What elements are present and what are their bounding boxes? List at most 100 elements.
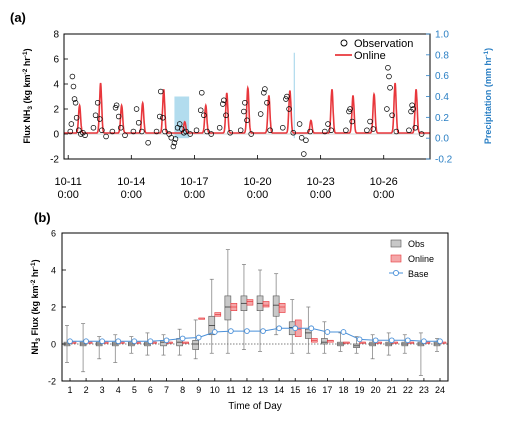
online-box — [278, 302, 286, 313]
observation-point — [208, 131, 214, 137]
right-tick-label: -0.2 — [435, 155, 453, 166]
base-point — [276, 325, 282, 332]
x-tick-label-date: 10-23 — [307, 176, 335, 188]
legend-base-label: Base — [408, 269, 429, 279]
observation-point — [242, 99, 248, 106]
x-tick-label: 1 — [67, 385, 72, 395]
x-tick-label-date: 10-20 — [243, 176, 271, 188]
base-point — [437, 338, 443, 345]
right-tick-label: 0.4 — [435, 92, 449, 103]
observation-point — [145, 140, 151, 146]
x-tick-label: 22 — [403, 385, 413, 395]
x-tick-label-time: 0:00 — [373, 189, 394, 201]
observation-point — [387, 84, 393, 91]
panel-b-legend: Obs Online Base — [389, 239, 434, 279]
y-tick-label: 2 — [51, 303, 56, 313]
observation-point — [153, 128, 160, 135]
observation-point — [227, 130, 233, 136]
observation-point — [244, 117, 250, 123]
base-point — [308, 325, 315, 332]
base-point — [147, 338, 154, 345]
observation-point — [67, 128, 74, 135]
x-tick-label: 23 — [419, 385, 429, 395]
base-point — [195, 334, 202, 341]
x-tick-label-date: 10-11 — [55, 176, 82, 188]
base-point — [99, 338, 106, 345]
x-tick-label: 13 — [258, 385, 268, 395]
x-tick-label: 12 — [242, 385, 252, 395]
observation-point — [223, 112, 229, 118]
observation-point — [103, 133, 109, 140]
y-axis-ticks: -2 0 2 4 6 — [48, 229, 66, 387]
obs-boxes — [63, 249, 441, 376]
observation-point — [290, 130, 297, 136]
observation-point — [69, 73, 76, 80]
observation-point — [158, 88, 164, 95]
observation-point — [94, 99, 101, 106]
observation-point — [298, 135, 305, 141]
observation-point — [71, 96, 78, 102]
precipitation-bars — [174, 52, 295, 139]
right-axis-ticks: -0.2 0.0 0.2 0.4 0.6 0.8 1.0 — [426, 30, 453, 166]
observation-point — [135, 119, 142, 126]
obs-box — [272, 295, 280, 317]
observation-point — [325, 121, 331, 127]
legend-observation-marker — [340, 39, 348, 47]
observation-point — [162, 128, 168, 135]
observation-point — [412, 124, 419, 131]
observation-point — [204, 128, 210, 135]
observation-point — [328, 127, 334, 133]
x-tick-label-time: 0:00 — [310, 189, 331, 201]
x-tick-label-time: 0:00 — [184, 189, 205, 201]
observation-point — [92, 112, 99, 118]
obs-box — [305, 328, 312, 339]
observation-point — [367, 118, 373, 125]
legend-online-label: Online — [408, 254, 434, 264]
observation-point — [364, 127, 370, 133]
observation-point — [118, 124, 124, 131]
right-tick-label: 0.2 — [435, 113, 449, 124]
observation-point — [183, 128, 189, 135]
base-point — [244, 328, 250, 334]
legend-online-swatch — [390, 254, 402, 263]
legend-obs-swatch — [390, 239, 402, 248]
base-point — [372, 337, 379, 344]
panel-b-frame — [61, 232, 449, 382]
base-line — [70, 327, 440, 342]
observation-point — [193, 127, 200, 133]
observation-point — [170, 143, 177, 150]
base-point — [421, 338, 427, 345]
observation-point — [264, 99, 270, 106]
observation-point — [370, 126, 376, 132]
observation-point — [389, 112, 395, 118]
observation-point — [410, 106, 416, 112]
observation-series — [67, 64, 425, 157]
online-series — [64, 82, 430, 134]
left-tick-label: 4 — [53, 80, 59, 91]
x-tick-label: 5 — [132, 385, 137, 395]
observation-point — [171, 140, 178, 146]
online-line — [64, 82, 430, 134]
observation-point — [68, 121, 75, 127]
observation-point — [221, 97, 227, 103]
x-tick-label: 14 — [274, 385, 284, 395]
x-tick-label: 11 — [226, 385, 235, 395]
left-tick-label: 8 — [53, 30, 59, 41]
left-axis-ticks: -2 0 2 4 6 8 — [50, 30, 68, 166]
x-tick-label: 8 — [180, 385, 185, 395]
observation-point — [172, 136, 179, 142]
right-tick-label: 0.6 — [435, 71, 449, 82]
observation-point — [216, 124, 223, 131]
observation-point — [160, 114, 166, 121]
online-box — [246, 299, 254, 306]
x-tick-label: 9 — [196, 385, 201, 395]
x-tick-label: 7 — [164, 385, 169, 395]
observation-point — [393, 128, 400, 135]
base-point — [228, 328, 234, 334]
observation-point — [261, 89, 267, 96]
observation-point — [112, 104, 119, 111]
observation-point — [220, 101, 226, 107]
y-tick-label: 6 — [51, 229, 56, 239]
legend-online-label: Online — [354, 50, 386, 62]
